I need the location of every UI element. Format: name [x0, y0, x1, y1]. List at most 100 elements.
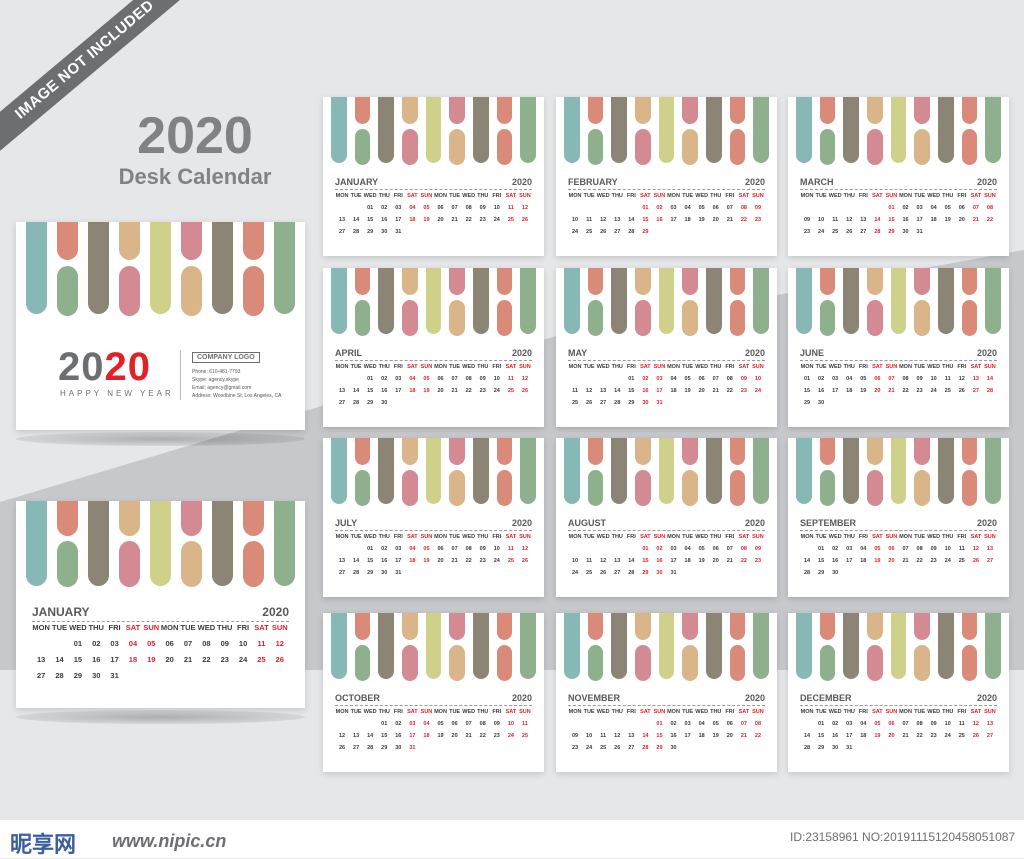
day-number[interactable]: 05	[944, 205, 951, 211]
day-number[interactable]: 08	[465, 376, 472, 382]
day-number[interactable]: 12	[521, 205, 529, 211]
day-number[interactable]: 07	[451, 546, 458, 552]
day-number[interactable]: 16	[395, 733, 402, 739]
day-number[interactable]: 28	[986, 388, 994, 394]
day-number[interactable]: 12	[600, 558, 607, 564]
day-number[interactable]: 22	[726, 388, 733, 394]
day-number[interactable]: 05	[698, 546, 705, 552]
day-number[interactable]: 19	[423, 388, 430, 394]
day-number[interactable]: 08	[740, 546, 747, 552]
day-number[interactable]: 18	[698, 733, 705, 739]
day-number[interactable]: 19	[698, 217, 705, 223]
day-number[interactable]: 27	[986, 733, 994, 739]
day-number[interactable]: 14	[55, 655, 64, 664]
day-number[interactable]: 10	[493, 376, 500, 382]
day-number[interactable]: 03	[916, 205, 923, 211]
day-number[interactable]: 15	[642, 558, 649, 564]
day-number[interactable]: 29	[628, 400, 635, 406]
day-number[interactable]: 26	[521, 558, 529, 564]
day-number[interactable]: 10	[507, 721, 514, 727]
day-number[interactable]: 23	[220, 655, 229, 664]
day-number[interactable]: 31	[395, 570, 402, 576]
day-number[interactable]: 26	[846, 229, 853, 235]
day-number[interactable]: 23	[493, 733, 500, 739]
day-number[interactable]: 18	[670, 388, 677, 394]
day-number[interactable]: 17	[916, 217, 923, 223]
day-number[interactable]: 20	[874, 388, 881, 394]
day-number[interactable]: 13	[614, 217, 621, 223]
day-number[interactable]: 18	[930, 217, 937, 223]
day-number[interactable]: 11	[572, 388, 578, 394]
day-number[interactable]: 22	[465, 217, 472, 223]
day-number[interactable]: 16	[818, 388, 825, 394]
day-number[interactable]: 16	[902, 217, 909, 223]
day-number[interactable]: 29	[381, 745, 388, 751]
day-number[interactable]: 24	[944, 558, 951, 564]
day-number[interactable]: 08	[754, 721, 762, 727]
day-number[interactable]: 14	[614, 388, 621, 394]
day-number[interactable]: 19	[684, 388, 691, 394]
day-number[interactable]: 11	[507, 376, 514, 382]
day-number[interactable]: 05	[698, 205, 705, 211]
day-number[interactable]: 26	[600, 570, 607, 576]
day-number[interactable]: 31	[916, 229, 923, 235]
day-number[interactable]: 12	[600, 217, 607, 223]
day-number[interactable]: 16	[656, 558, 663, 564]
day-number[interactable]: 06	[437, 376, 444, 382]
day-number[interactable]: 01	[367, 205, 374, 211]
day-number[interactable]: 08	[465, 546, 472, 552]
day-number[interactable]: 01	[628, 376, 635, 382]
day-number[interactable]: 16	[381, 217, 388, 223]
day-number[interactable]: 16	[642, 388, 649, 394]
day-number[interactable]: 31	[656, 400, 663, 406]
day-number[interactable]: 30	[656, 570, 663, 576]
day-number[interactable]: 08	[902, 376, 909, 382]
day-number[interactable]: 03	[395, 546, 402, 552]
day-number[interactable]: 05	[712, 721, 719, 727]
day-number[interactable]: 16	[92, 655, 101, 664]
day-number[interactable]: 24	[571, 570, 579, 576]
day-number[interactable]: 03	[409, 721, 416, 727]
day-number[interactable]: 17	[670, 217, 677, 223]
day-number[interactable]: 03	[832, 376, 839, 382]
day-number[interactable]: 27	[338, 400, 346, 406]
day-number[interactable]: 23	[916, 388, 923, 394]
day-number[interactable]: 09	[493, 721, 500, 727]
day-number[interactable]: 13	[628, 733, 635, 739]
day-number[interactable]: 11	[958, 721, 965, 727]
day-number[interactable]: 24	[754, 388, 762, 394]
day-number[interactable]: 10	[930, 376, 937, 382]
day-number[interactable]: 23	[479, 558, 486, 564]
day-number[interactable]: 28	[367, 745, 374, 751]
day-number[interactable]: 18	[409, 388, 416, 394]
day-number[interactable]: 11	[507, 205, 514, 211]
day-number[interactable]: 24	[930, 388, 937, 394]
day-number[interactable]: 05	[437, 721, 444, 727]
day-number[interactable]: 16	[670, 733, 677, 739]
day-number[interactable]: 27	[628, 745, 635, 751]
day-number[interactable]: 28	[55, 671, 64, 680]
day-number[interactable]: 30	[381, 400, 388, 406]
day-number[interactable]: 04	[860, 546, 867, 552]
day-number[interactable]: 30	[832, 745, 839, 751]
day-number[interactable]: 24	[507, 733, 514, 739]
day-number[interactable]: 08	[202, 639, 211, 648]
day-number[interactable]: 24	[493, 388, 500, 394]
day-number[interactable]: 08	[465, 205, 472, 211]
day-number[interactable]: 21	[451, 217, 458, 223]
day-number[interactable]: 17	[395, 558, 402, 564]
day-number[interactable]: 22	[465, 558, 472, 564]
day-number[interactable]: 10	[586, 733, 593, 739]
day-number[interactable]: 02	[92, 639, 101, 648]
day-number[interactable]: 18	[684, 217, 691, 223]
day-number[interactable]: 17	[395, 217, 402, 223]
day-number[interactable]: 04	[684, 546, 691, 552]
day-number[interactable]: 20	[165, 655, 174, 664]
day-number[interactable]: 14	[367, 733, 374, 739]
day-number[interactable]: 19	[147, 655, 156, 664]
day-number[interactable]: 23	[803, 229, 811, 235]
day-number[interactable]: 18	[409, 217, 416, 223]
day-number[interactable]: 01	[73, 639, 83, 648]
day-number[interactable]: 04	[409, 376, 416, 382]
day-number[interactable]: 22	[902, 388, 909, 394]
